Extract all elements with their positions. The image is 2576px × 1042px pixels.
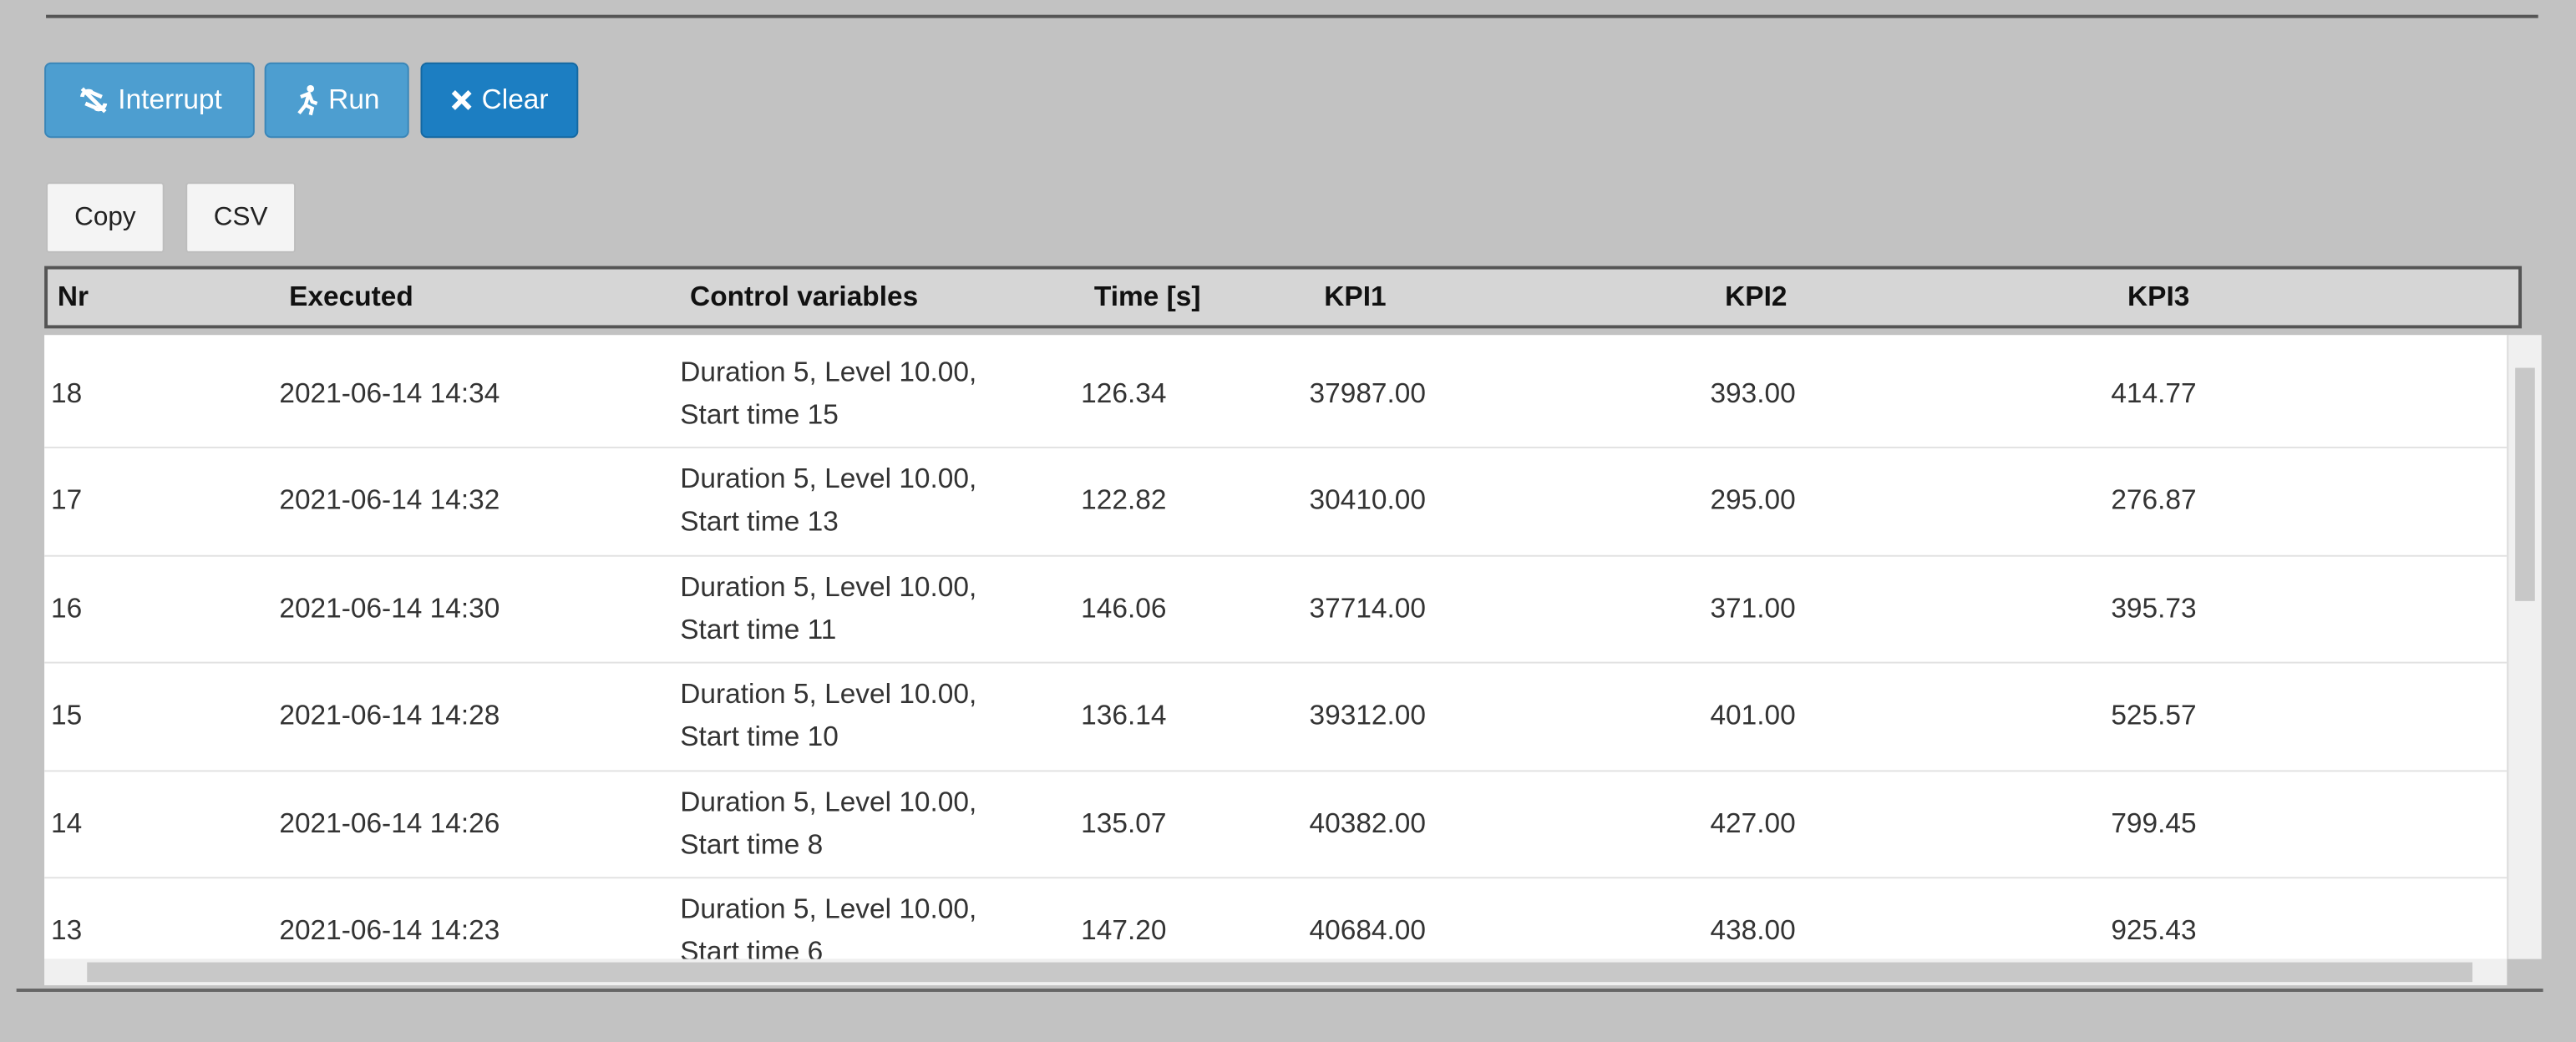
- table-cell: 2021-06-14 14:34: [279, 377, 500, 409]
- table-cell: Duration 5, Level 10.00, Start time 13: [680, 463, 977, 538]
- table-cell: 925.43: [2111, 914, 2197, 946]
- column-header: Control variables: [690, 281, 919, 312]
- table-cell: Duration 5, Level 10.00, Start time 8: [680, 786, 977, 860]
- table-row: 18 2021-06-14 14:34 Duration 5, Level 10.0…: [44, 341, 2508, 449]
- table-cell: 427.00: [1710, 807, 1796, 839]
- table-cell: 122.82: [1081, 484, 1167, 517]
- table-cell: 525.57: [2111, 700, 2197, 731]
- table-row: 15 2021-06-14 14:28 Duration 5, Level 10.0…: [44, 664, 2508, 771]
- clear-button[interactable]: Clear: [420, 62, 579, 139]
- table-cell: 2021-06-14 14:26: [279, 807, 500, 839]
- column-header: Executed: [289, 281, 413, 312]
- column-header: KPI1: [1324, 281, 1387, 312]
- column-header: Time [s]: [1093, 281, 1201, 312]
- table-cell: 135.07: [1081, 807, 1167, 839]
- table-cell: 414.77: [2111, 377, 2197, 409]
- table-cell: Duration 5, Level 10.00, Start time 10: [680, 678, 977, 753]
- table-cell: 40684.00: [1309, 914, 1426, 946]
- table-cell: 799.45: [2111, 807, 2197, 839]
- table-cell: 40382.00: [1309, 807, 1426, 839]
- table-cell: 2021-06-14 14:30: [279, 592, 500, 624]
- table-cell: Duration 5, Level 10.00, Start time 6: [680, 893, 977, 959]
- interrupt-button[interactable]: Interrupt: [44, 62, 255, 139]
- table-row: 13 2021-06-14 14:23 Duration 5, Level 10.0…: [44, 878, 2507, 959]
- panel-border: [16, 989, 2543, 992]
- table-cell: Duration 5, Level 10.00, Start time 15: [680, 356, 977, 431]
- table-cell: 2021-06-14 14:28: [279, 700, 500, 731]
- table-cell: 295.00: [1710, 484, 1796, 517]
- table-header: Nr Executed Control variables Time [s] KPI1 K…: [44, 266, 2523, 329]
- table-cell: 401.00: [1710, 700, 1796, 731]
- button-label: CSV: [213, 202, 268, 231]
- table-cell: 37714.00: [1309, 592, 1426, 624]
- table-cell: 2021-06-14 14:23: [279, 914, 500, 946]
- button-label: Run: [328, 83, 380, 115]
- table-cell: 393.00: [1710, 377, 1796, 409]
- column-header: Nr: [57, 281, 89, 312]
- table-cell: 276.87: [2111, 484, 2197, 517]
- table-cell: 30410.00: [1309, 484, 1426, 517]
- table-cell: 395.73: [2111, 592, 2197, 624]
- table-cell: 146.06: [1081, 592, 1167, 624]
- copy-button[interactable]: Copy: [46, 182, 165, 253]
- table-cell: Duration 5, Level 10.00, Start time 11: [680, 571, 977, 645]
- run-button[interactable]: Run: [264, 62, 409, 139]
- table-cell: 147.20: [1081, 914, 1167, 946]
- table-cell: 18: [50, 377, 83, 409]
- table-cell: 37987.00: [1309, 377, 1426, 409]
- horizontal-scrollbar[interactable]: [44, 959, 2508, 986]
- scroll-thumb[interactable]: [87, 962, 2473, 983]
- table-body: 18 2021-06-14 14:34 Duration 5, Level 10.0…: [44, 335, 2508, 959]
- button-label: Copy: [74, 202, 136, 231]
- table-row: 16 2021-06-14 14:30 Duration 5, Level 10.0…: [44, 556, 2508, 664]
- table-row: 14 2021-06-14 14:26 Duration 5, Level 10.0…: [44, 771, 2508, 879]
- table-cell: 17: [50, 484, 83, 517]
- table-cell: 136.14: [1081, 700, 1167, 731]
- column-header: KPI2: [1725, 281, 1787, 312]
- column-header: KPI3: [2127, 281, 2190, 312]
- icon: [452, 90, 472, 110]
- button-label: Clear: [481, 83, 549, 115]
- table-cell: 126.34: [1081, 377, 1167, 409]
- table-row: 17 2021-06-14 14:32 Duration 5, Level 10.0…: [44, 449, 2508, 557]
- csv-button[interactable]: CSV: [185, 182, 297, 253]
- table-cell: 438.00: [1710, 914, 1796, 946]
- button-label: Interrupt: [118, 83, 222, 115]
- scroll-thumb[interactable]: [2515, 367, 2535, 601]
- table-cell: 16: [50, 592, 83, 624]
- table-cell: 14: [50, 807, 83, 839]
- table-cell: 13: [50, 914, 83, 946]
- table-cell: 371.00: [1710, 592, 1796, 624]
- table-cell: 2021-06-14 14:32: [279, 484, 500, 517]
- vertical-scrollbar[interactable]: [2507, 335, 2542, 959]
- table-cell: 39312.00: [1309, 700, 1426, 731]
- top-border: [46, 14, 2538, 18]
- icon: [79, 87, 107, 114]
- table-cell: 15: [50, 700, 83, 731]
- icon: [297, 84, 318, 116]
